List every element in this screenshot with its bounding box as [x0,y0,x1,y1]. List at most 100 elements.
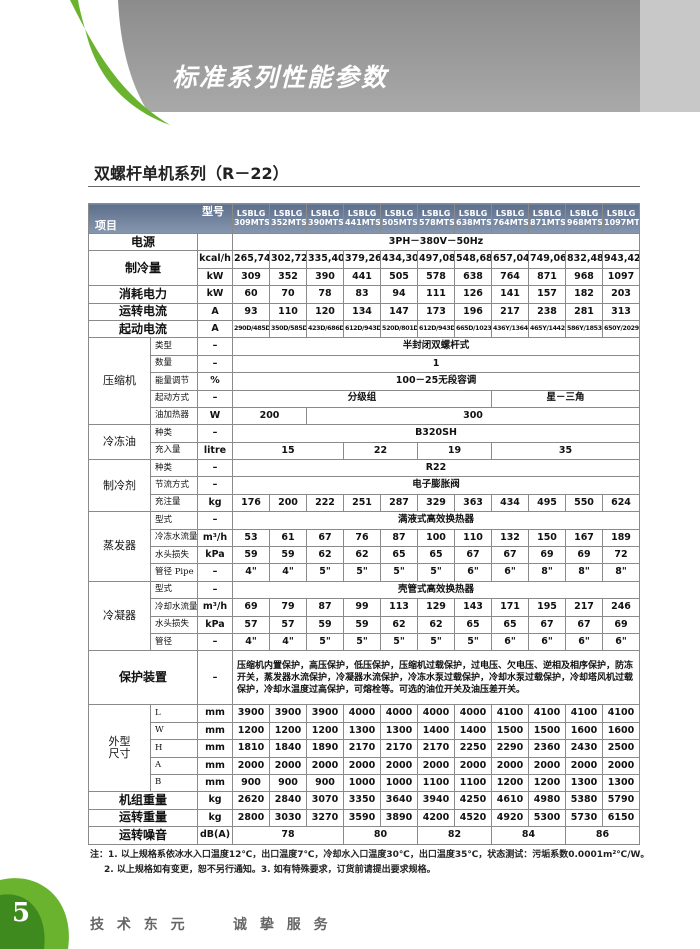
value-cell: 100－25无段容调 [232,372,640,391]
value-cell: 196 [454,302,492,321]
value-cell: 2170 [343,739,381,758]
value-cell: 4980 [528,791,566,810]
value-cell: 195 [528,598,566,617]
model-name: LSBLG 764MTSA [491,203,529,234]
table-row: 冷却水流量 m³/h 69 79 87 99 113 129 143 171 195 217 246 [89,598,640,617]
value-cell: 78 [232,826,344,845]
value-cell: 60 [232,285,270,304]
value-cell: 59 [306,615,344,634]
value-cell: 2800 [232,808,270,828]
unit: m³/h [197,528,233,548]
unit: kcal/h [197,250,233,269]
value-cell: 1400 [454,721,492,741]
group-label: 制冷剂 [88,459,151,513]
value-cell: 93 [232,302,270,321]
value-cell: 4610 [491,791,529,810]
unit: – [197,389,233,408]
item-label: 充注量 [150,493,198,513]
value-cell: 2000 [269,756,307,775]
value-cell: 100 [417,528,455,548]
value-cell: 5380 [565,791,603,810]
table-row: 水头损失 kPa 59 59 62 62 65 65 67 67 69 69 72 [89,546,640,565]
corner-cell: 型号 项目 [88,203,233,234]
value-cell: 1200 [269,721,307,741]
value-cell: 22 [343,441,418,461]
value-cell: 173 [417,302,455,321]
value-cell: 57 [269,615,307,634]
value-cell: 6" [565,632,603,652]
value-cell: 67 [528,615,566,634]
item-label: 数量 [150,354,198,374]
table-row: 冷冻水流量 m³/h 53 61 67 76 87 100 110 132 150 167 189 [89,528,640,548]
table-row: 管径 Pipe Size–4"4"5"5"5"5"6"6"8"8"8" [89,563,640,582]
value-cell: 8" [565,563,603,582]
value-cell: 352 [269,267,307,287]
unit: – [197,424,233,443]
unit: A [197,302,233,321]
value-cell: 126 [454,285,492,304]
value-cell: 309 [232,267,270,287]
unit: kW [197,267,233,287]
value-cell: 2000 [454,756,492,775]
value-cell: 5300 [528,808,566,828]
value-cell: 313 [602,302,640,321]
value-cell: 434,300 [380,250,418,269]
row-label: 制冷量 [88,250,198,287]
model-name: LSBLG 390MTSA [306,203,344,234]
unit: kPa [197,615,233,634]
footer-arc-inner [0,894,45,949]
value-cell: 59 [343,615,381,634]
table-row: 节流方式 – 电子膨胀阀 [89,476,640,495]
value-cell: 379,260 [343,250,381,269]
model-name: LSBLG 638MTSA [454,203,492,234]
model-name: LSBLG 1097MTSA [602,203,640,234]
value-cell: 65 [380,546,418,565]
value-cell: 2620 [232,791,270,810]
value-cell: 壳管式高效换热器 [232,580,640,600]
table-row: 运转噪音 dB(A) 78 80 82 84 86 [88,826,640,845]
value-cell: B320SH [232,424,640,443]
item-label: W [150,721,198,741]
row-label: 运转噪音 [88,826,198,845]
unit: mm [197,756,233,775]
group-label: 冷凝器 [88,580,151,652]
unit: % [197,372,233,391]
value-cell: 67 [454,546,492,565]
unit: – [197,459,233,478]
value-cell: 61 [269,528,307,548]
unit: A [197,319,233,339]
value-cell: 1 [232,354,640,374]
value-cell: 3940 [417,791,455,810]
value-cell: 578 [417,267,455,287]
value-cell: 251 [343,493,381,513]
value-cell: 1000 [343,773,381,793]
value-cell: 6" [528,632,566,652]
corner-model: 型号 [202,205,224,218]
value-cell: 200 [232,406,307,426]
slogan: 技 术 东 元 诚 挚 服 务 [90,917,332,933]
value-cell: 5" [417,632,455,652]
value-cell: 4000 [454,704,492,723]
table-row: 冷凝器 型式 – 壳管式高效换热器 [88,580,640,652]
value-cell: 59 [269,546,307,565]
value-cell: 2000 [491,756,529,775]
value-cell: 5" [343,563,381,582]
value-cell: R22 [232,459,640,478]
value-cell: 650Y/2029D [602,319,640,339]
value-cell: 94 [380,285,418,304]
value-cell: 3900 [232,704,270,723]
group-label: 外型 尺寸 [88,704,151,793]
value-cell: 238 [528,302,566,321]
value-cell: 3070 [306,791,344,810]
value-cell: 132 [491,528,529,548]
value-cell: 2360 [528,739,566,758]
value-cell: 69 [565,546,603,565]
unit: m³/h [197,598,233,617]
group-label: 压缩机 [88,337,151,426]
value-cell: 441 [343,267,381,287]
value-cell: 265,740 [232,250,270,269]
value-cell: 1810 [232,739,270,758]
